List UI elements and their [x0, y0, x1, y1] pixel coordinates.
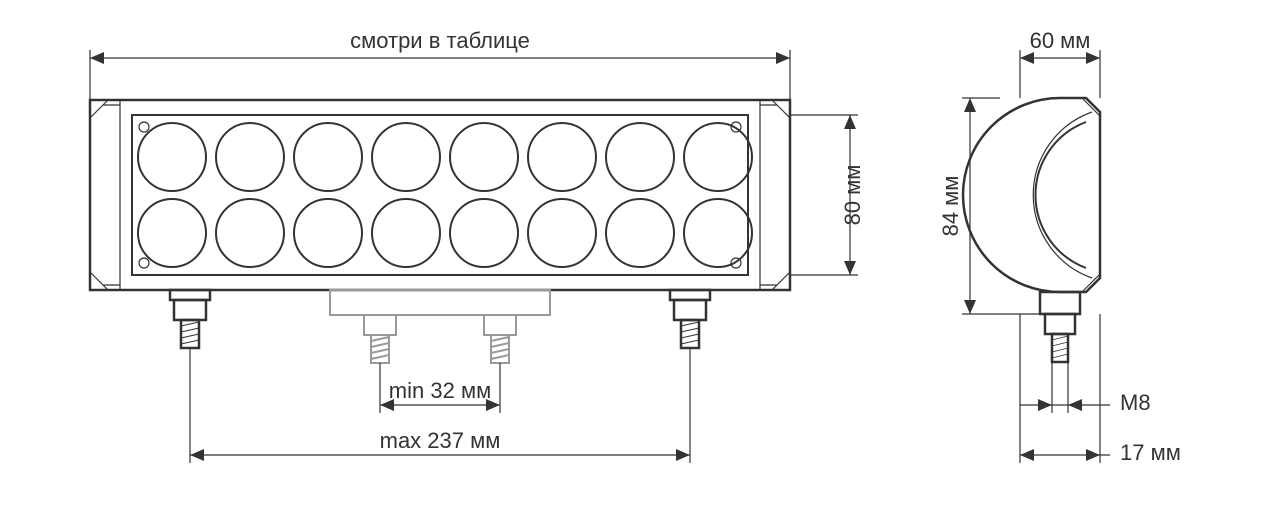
label-bolt-max: max 237 мм: [380, 428, 501, 453]
dim-stud-len: 17 мм: [1020, 314, 1181, 465]
lens-grid: [138, 123, 752, 267]
dim-top-width: смотри в таблице: [90, 28, 790, 100]
label-thread: M8: [1120, 390, 1151, 415]
label-height-side: 84 мм: [938, 176, 963, 237]
label-width-side: 60 мм: [1030, 28, 1091, 53]
label-height-front: 80 мм: [840, 165, 865, 226]
dim-thread: M8: [1020, 362, 1151, 415]
dim-bolt-min: min 32 мм: [380, 363, 500, 413]
label-top-width: смотри в таблице: [350, 28, 530, 53]
front-view: смотри в таблице 80 мм min 32 мм: [90, 28, 865, 463]
bolt-outer-left: [170, 290, 210, 348]
dim-width-side: 60 мм: [1020, 28, 1100, 98]
bolt-inner-right: [484, 315, 516, 363]
label-bolt-min: min 32 мм: [389, 378, 491, 403]
side-bolt: [1045, 314, 1075, 362]
bolt-outer-right: [670, 290, 710, 348]
side-view: 60 мм 84 мм M8 17 мм: [938, 28, 1181, 465]
technical-drawing: смотри в таблице 80 мм min 32 мм: [0, 0, 1280, 520]
label-stud-len: 17 мм: [1120, 440, 1181, 465]
dim-height-front: 80 мм: [790, 115, 865, 275]
bolt-inner-left: [364, 315, 396, 363]
